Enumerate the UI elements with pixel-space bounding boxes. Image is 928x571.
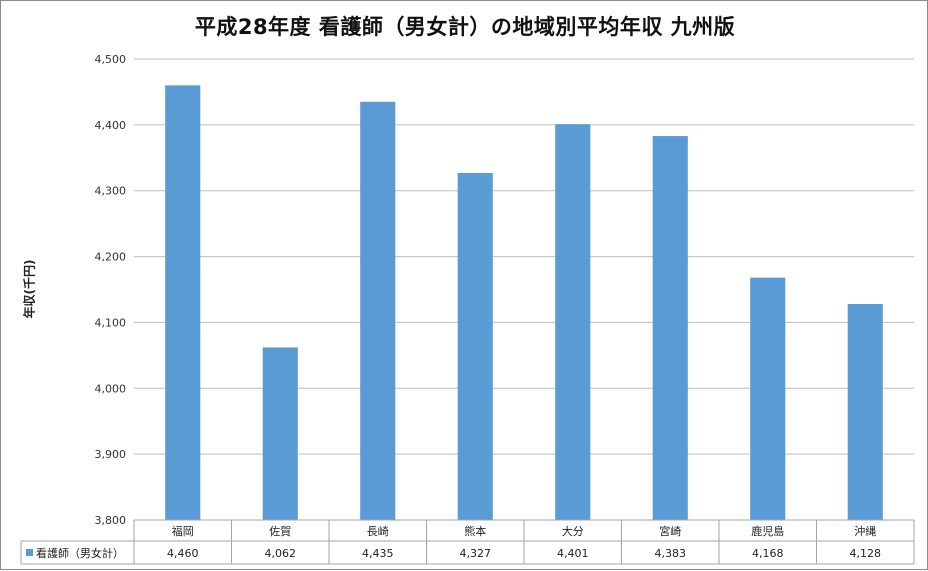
y-tick-label: 4,200: [95, 251, 127, 264]
data-label: 4,460: [167, 547, 199, 560]
y-tick-label: 3,900: [95, 448, 127, 461]
y-tick-label: 4,300: [95, 185, 127, 198]
legend-label: 看護師（男女計）: [36, 546, 124, 560]
x-tick-label: 佐賀: [269, 524, 291, 538]
bar-宮崎: [652, 136, 688, 520]
y-tick-label: 4,500: [95, 53, 127, 66]
x-tick-label: 福岡: [172, 524, 194, 538]
chart-title: 平成28年度 看護師（男女計）の地域別平均年収 九州版: [194, 15, 736, 39]
data-label: 4,128: [850, 547, 882, 560]
bar-佐賀: [262, 347, 298, 520]
data-label: 4,401: [557, 547, 589, 560]
bar-鹿児島: [750, 277, 786, 520]
data-label: 4,327: [460, 547, 492, 560]
y-tick-label: 4,100: [95, 316, 127, 329]
x-tick-label: 沖縄: [854, 524, 876, 538]
bar-熊本: [457, 172, 493, 520]
x-tick-label: 大分: [562, 524, 584, 538]
y-tick-label: 3,800: [95, 514, 127, 527]
bar-福岡: [165, 85, 201, 520]
data-label: 4,435: [362, 547, 394, 560]
bar-長崎: [360, 101, 396, 521]
y-tick-label: 4,400: [95, 119, 127, 132]
x-tick-label: 鹿児島: [751, 524, 784, 538]
data-label: 4,062: [265, 547, 297, 560]
x-tick-label: 熊本: [464, 524, 486, 538]
x-tick-label: 長崎: [367, 524, 389, 538]
data-label: 4,168: [752, 547, 784, 560]
bar-大分: [555, 124, 591, 520]
y-tick-label: 4,000: [95, 382, 127, 395]
legend-key: [26, 549, 33, 556]
x-tick-label: 宮崎: [659, 524, 681, 538]
data-label: 4,383: [655, 547, 687, 560]
bar-沖縄: [847, 303, 883, 520]
